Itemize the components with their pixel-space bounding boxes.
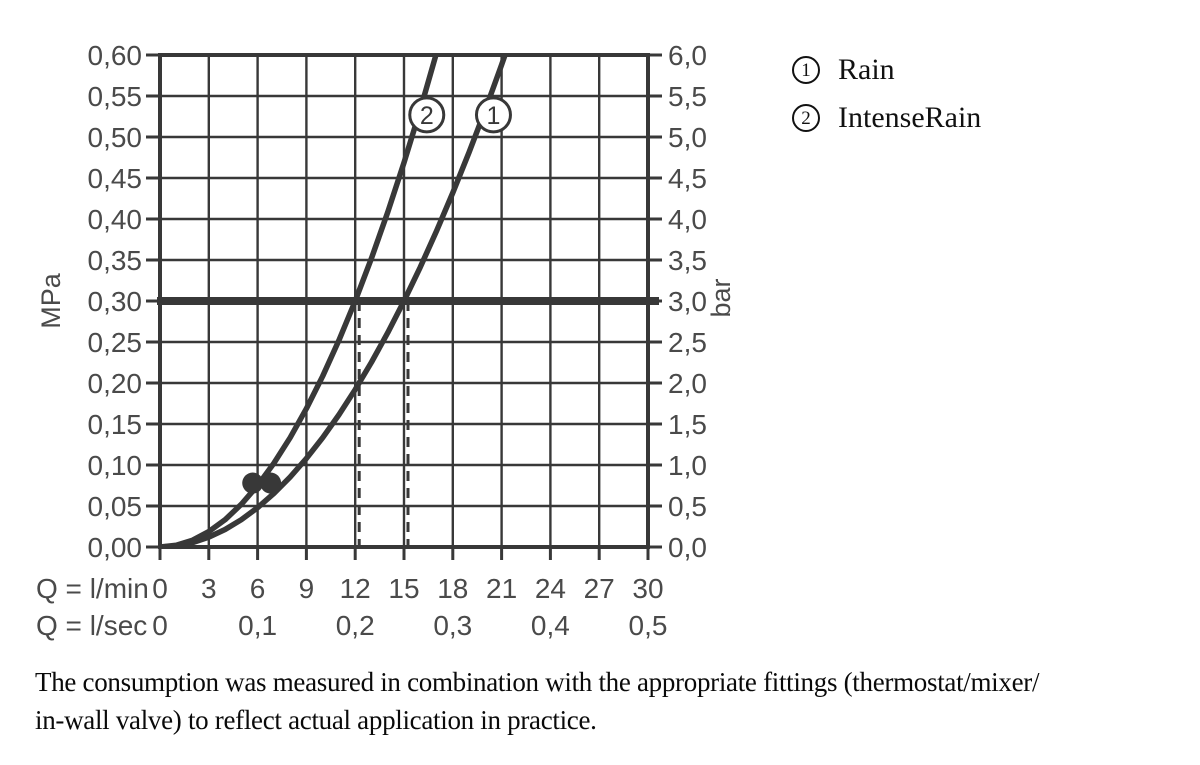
legend-marker-2-icon: 2	[792, 104, 820, 132]
x-axis-tick-label-row1: 27	[584, 573, 615, 604]
x-axis-tick-label-row2: 0,5	[629, 610, 668, 641]
x-axis-tick-label-row1: 24	[535, 573, 566, 604]
curve-label-circle-2	[408, 96, 446, 134]
legend: 1 Rain 2 IntenseRain	[792, 52, 981, 136]
x-axis-tick-label-row1: 15	[388, 573, 419, 604]
curve-rain	[160, 55, 508, 547]
x-axis-tick-label-row1: 0	[152, 573, 168, 604]
y-axis-left-tick-label: 0,30	[88, 286, 143, 317]
y-axis-left-tick-label: 0,15	[88, 409, 143, 440]
y-axis-left-tick-label: 0,05	[88, 491, 143, 522]
y-axis-left-unit-label: MPa	[36, 272, 66, 329]
legend-label-rain: Rain	[838, 53, 895, 86]
x-axis-tick-label-row2: 0,4	[531, 610, 570, 641]
x-axis-tick-label-row1: 18	[437, 573, 468, 604]
measured-point-marker	[260, 472, 282, 494]
x-axis-tick-label-row2: 0,3	[433, 610, 472, 641]
legend-label-intenserain: IntenseRain	[838, 101, 982, 134]
y-axis-right-unit-label: bar	[706, 278, 736, 317]
legend-item-intenserain: 2 IntenseRain	[792, 100, 981, 136]
y-axis-right-tick-label: 3,5	[668, 245, 707, 276]
x-axis-tick-label-row1: 21	[486, 573, 517, 604]
y-axis-right-tick-label: 4,0	[668, 204, 707, 235]
y-axis-right-tick-label: 0,5	[668, 491, 707, 522]
y-axis-left-tick-label: 0,40	[88, 204, 143, 235]
curve-intenserain	[160, 55, 439, 547]
y-axis-right-tick-label: 1,5	[668, 409, 707, 440]
measured-point-marker	[242, 472, 264, 494]
y-axis-left-tick-label: 0,00	[88, 532, 143, 563]
x-axis-tick-label-row1: 30	[632, 573, 663, 604]
curve-label-number-2: 2	[420, 102, 434, 130]
x-axis-tick-label-row1: 6	[250, 573, 266, 604]
y-axis-left-tick-label: 0,10	[88, 450, 143, 481]
y-axis-right-tick-label: 1,0	[668, 450, 707, 481]
x-axis-row-label-2: Q = l/sec	[36, 610, 147, 641]
y-axis-left-tick-label: 0,60	[88, 40, 143, 71]
y-axis-right-tick-label: 6,0	[668, 40, 707, 71]
y-axis-right-tick-label: 2,0	[668, 368, 707, 399]
legend-item-rain: 1 Rain	[792, 52, 981, 88]
x-axis-row-label-1: Q = l/min	[36, 573, 149, 604]
x-axis-tick-label-row2: 0,2	[336, 610, 375, 641]
y-axis-left-tick-label: 0,55	[88, 81, 143, 112]
y-axis-left-tick-label: 0,45	[88, 163, 143, 194]
caption: The consumption was measured in combinat…	[35, 663, 1195, 739]
y-axis-left-tick-label: 0,20	[88, 368, 143, 399]
y-axis-left-tick-label: 0,50	[88, 122, 143, 153]
y-axis-right-tick-label: 3,0	[668, 286, 707, 317]
x-axis-tick-label-row2: 0	[152, 610, 168, 641]
caption-line-1: The consumption was measured in combinat…	[35, 667, 1040, 697]
y-axis-right-tick-label: 4,5	[668, 163, 707, 194]
curve-label-number-1: 1	[487, 102, 501, 130]
caption-line-2: in-wall valve) to reflect actual applica…	[35, 705, 597, 735]
x-axis-tick-label-row1: 12	[340, 573, 371, 604]
legend-marker-1-icon: 1	[792, 56, 820, 84]
y-axis-left-tick-label: 0,35	[88, 245, 143, 276]
y-axis-right-tick-label: 2,5	[668, 327, 707, 358]
curve-label-circle-1	[474, 96, 512, 134]
x-axis-tick-label-row1: 9	[299, 573, 315, 604]
x-axis-tick-label-row1: 3	[201, 573, 217, 604]
y-axis-right-tick-label: 5,0	[668, 122, 707, 153]
y-axis-right-tick-label: 0,0	[668, 532, 707, 563]
flow-rate-chart: 120,600,550,500,450,400,350,300,250,200,…	[36, 40, 736, 641]
x-axis-tick-label-row2: 0,1	[238, 610, 277, 641]
y-axis-left-tick-label: 0,25	[88, 327, 143, 358]
y-axis-right-tick-label: 5,5	[668, 81, 707, 112]
